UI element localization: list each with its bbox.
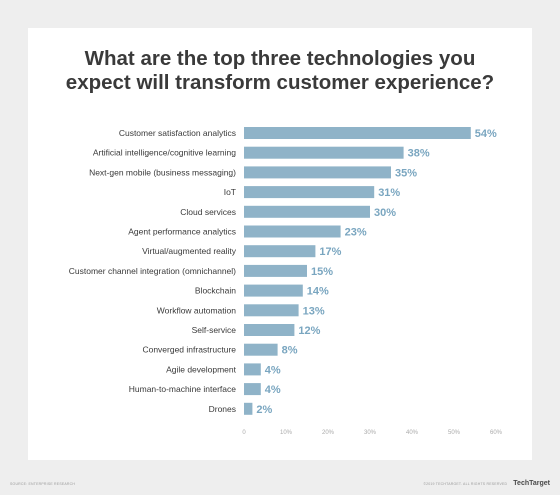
bar (244, 363, 261, 376)
copyright-note: ©2019 TECHTARGET. ALL RIGHTS RESERVED (423, 481, 508, 486)
source-note: SOURCE: ENTERPRISE RESEARCH (10, 482, 76, 486)
value-label: 54% (475, 128, 497, 140)
category-label: Customer channel integration (omnichanne… (69, 266, 236, 276)
bar (244, 324, 295, 336)
category-label: Cloud services (180, 207, 236, 217)
category-label: Artificial intelligence/cognitive learni… (93, 148, 236, 158)
bar (244, 245, 316, 258)
value-label: 23% (345, 227, 367, 239)
x-tick-label: 50% (448, 430, 461, 436)
bar (244, 343, 278, 356)
category-label: IoT (224, 187, 236, 197)
value-label: 17% (319, 246, 341, 258)
category-label: Blockchain (195, 286, 236, 296)
value-label: 31% (378, 187, 400, 199)
category-label: Converged infrastructure (142, 345, 236, 355)
category-label: Human-to-machine interface (129, 384, 237, 394)
value-label: 4% (265, 384, 281, 396)
chart-title-line-1: What are the top three technologies you (84, 47, 476, 70)
category-label: Customer satisfaction analytics (119, 128, 236, 138)
footer-right: ©2019 TECHTARGET. ALL RIGHTS RESERVED Te… (423, 480, 550, 487)
bar (244, 127, 471, 139)
value-label: 35% (395, 167, 417, 179)
category-label: Virtual/augmented reality (142, 246, 237, 256)
bar (244, 264, 307, 277)
chart-title-line-2: expect will transform customer experienc… (65, 71, 495, 94)
x-tick-label: 10% (280, 430, 293, 436)
value-label: 8% (282, 345, 298, 357)
bar (244, 402, 253, 415)
value-label: 2% (256, 404, 272, 416)
chart-title: What are the top three technologies you … (28, 47, 532, 95)
x-tick-label: 20% (322, 430, 335, 436)
x-tick-label: 0 (242, 430, 246, 436)
x-tick-label: 30% (364, 430, 377, 436)
value-label: 38% (408, 148, 430, 160)
value-label: 30% (374, 207, 396, 219)
bar (244, 304, 299, 317)
category-label: Workflow automation (157, 305, 236, 315)
value-label: 14% (307, 286, 329, 298)
brand-logo: TechTarget (513, 480, 550, 487)
value-label: 13% (303, 305, 325, 317)
category-label: Self-service (192, 325, 237, 335)
x-tick-label: 60% (490, 430, 503, 436)
chart-card (28, 28, 532, 460)
bar (244, 205, 370, 218)
category-label: Agile development (166, 364, 237, 374)
x-tick-label: 40% (406, 430, 419, 436)
bar (244, 225, 341, 238)
value-label: 15% (311, 266, 333, 278)
value-label: 12% (298, 325, 320, 337)
bar (244, 186, 375, 199)
bar (244, 166, 391, 179)
category-label: Agent performance analytics (128, 227, 236, 237)
value-label: 4% (265, 364, 281, 376)
bar (244, 383, 261, 396)
category-label: Drones (209, 404, 236, 414)
bar (244, 146, 404, 159)
category-label: Next-gen mobile (business messaging) (89, 167, 236, 177)
bar (244, 284, 303, 297)
